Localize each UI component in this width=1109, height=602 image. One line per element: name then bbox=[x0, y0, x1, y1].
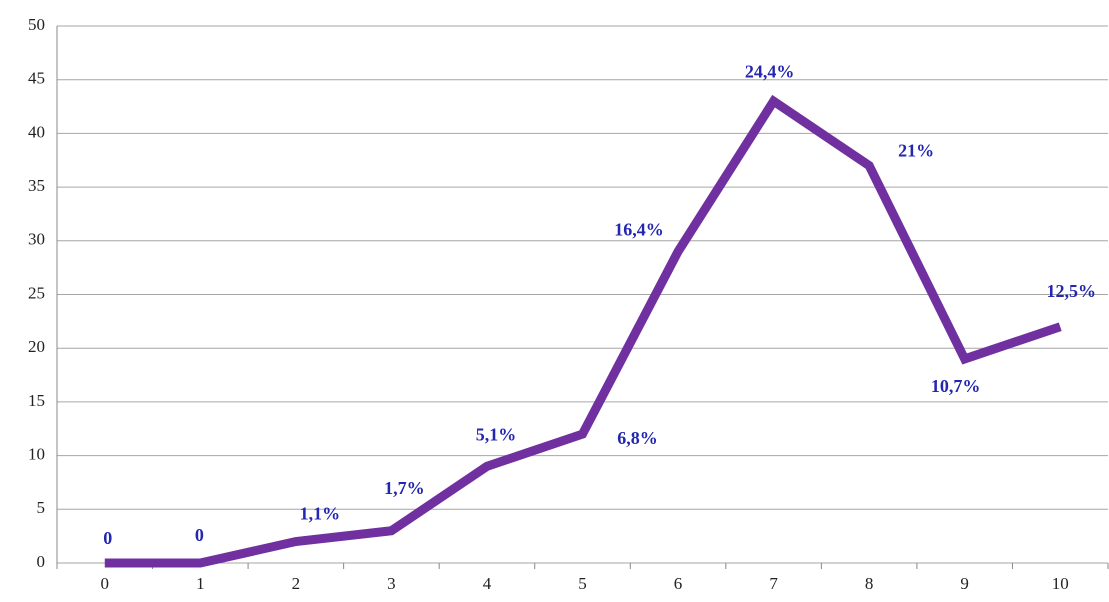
y-tick-label: 15 bbox=[28, 391, 45, 410]
x-tick-label: 2 bbox=[292, 574, 301, 593]
data-label: 5,1% bbox=[476, 424, 517, 444]
y-tick-label: 25 bbox=[28, 283, 45, 302]
x-tick-label: 8 bbox=[865, 574, 874, 593]
data-line bbox=[104, 94, 1062, 568]
data-label: 10,7% bbox=[931, 376, 981, 396]
data-label: 1,1% bbox=[300, 504, 341, 524]
x-tick-label: 3 bbox=[387, 574, 396, 593]
data-label: 16,4% bbox=[614, 220, 664, 240]
y-tick-label: 10 bbox=[28, 445, 45, 464]
x-tick-label: 10 bbox=[1052, 574, 1069, 593]
data-label: 0 bbox=[103, 528, 112, 548]
data-label: 12,5% bbox=[1046, 281, 1096, 301]
y-tick-label: 5 bbox=[37, 498, 46, 517]
x-tick-label: 1 bbox=[196, 574, 205, 593]
x-tick-label: 5 bbox=[578, 574, 587, 593]
y-tick-label: 20 bbox=[28, 337, 45, 356]
data-label: 1,7% bbox=[384, 478, 425, 498]
x-tick-label: 6 bbox=[674, 574, 683, 593]
y-tick-label: 40 bbox=[28, 122, 45, 141]
data-label: 6,8% bbox=[617, 428, 658, 448]
y-tick-label: 0 bbox=[37, 552, 46, 571]
x-tick-label: 9 bbox=[960, 574, 969, 593]
y-tick-label: 45 bbox=[28, 69, 45, 88]
data-label: 24,4% bbox=[745, 61, 795, 81]
y-tick-label: 35 bbox=[28, 176, 45, 195]
data-label: 21% bbox=[898, 141, 934, 161]
y-tick-label: 50 bbox=[28, 15, 45, 34]
x-tick-label: 7 bbox=[769, 574, 778, 593]
data-label: 0 bbox=[195, 525, 204, 545]
y-tick-label: 30 bbox=[28, 230, 45, 249]
x-tick-label: 0 bbox=[101, 574, 110, 593]
x-tick-label: 4 bbox=[483, 574, 492, 593]
